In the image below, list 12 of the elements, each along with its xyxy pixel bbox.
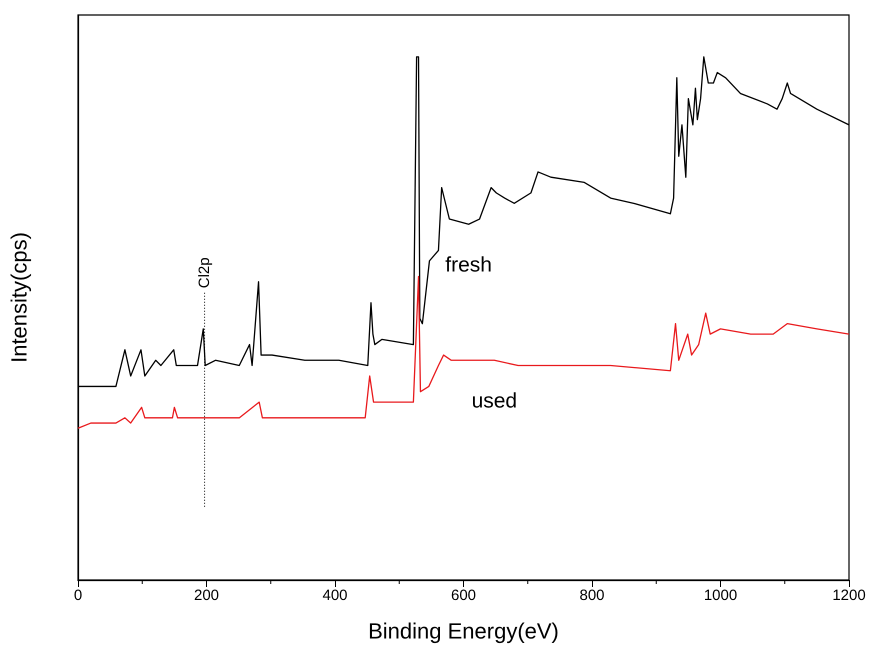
series-label: fresh	[445, 253, 492, 276]
ref-line-label: Cl2p	[196, 257, 214, 288]
series-label: used	[472, 389, 518, 412]
y-axis-title: Intensity(cps)	[6, 232, 32, 363]
x-tick-label: 0	[74, 587, 82, 604]
x-tick-label: 1000	[704, 587, 738, 604]
x-axis-title: Binding Energy(eV)	[368, 618, 559, 644]
x-tick-label: 600	[450, 587, 476, 604]
x-tick-label: 200	[194, 587, 220, 604]
x-tick-label: 800	[579, 587, 605, 604]
x-tick-label: 1200	[832, 587, 866, 604]
x-tick-label: 400	[322, 587, 348, 604]
